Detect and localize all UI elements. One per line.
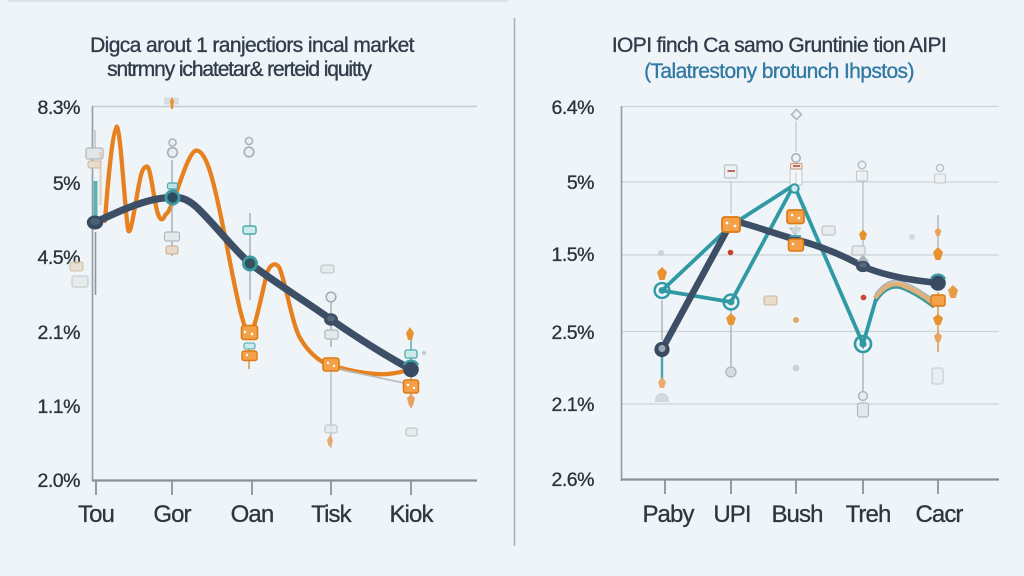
svg-text:1.5%: 1.5%: [552, 244, 595, 266]
svg-text:UPI: UPI: [713, 501, 750, 528]
svg-text:Paby: Paby: [642, 501, 694, 528]
svg-text:(Talatrestony brotunch Ihpstos: (Talatrestony brotunch Ihpstos): [644, 60, 914, 83]
svg-text:Kiok: Kiok: [389, 501, 434, 528]
svg-text:2.6%: 2.6%: [552, 469, 595, 491]
svg-text:2.1%: 2.1%: [552, 394, 595, 416]
svg-text:sntrmny ichatetar& rerteid iqu: sntrmny ichatetar& rerteid iquitty: [107, 58, 372, 81]
svg-text:Gor: Gor: [153, 501, 191, 528]
svg-text:2.0%: 2.0%: [38, 470, 81, 492]
svg-text:5%: 5%: [53, 173, 80, 195]
svg-text:1.1%: 1.1%: [38, 396, 81, 418]
svg-text:8.3%: 8.3%: [38, 97, 81, 119]
svg-text:Digca arout 1 ranjectiors inca: Digca arout 1 ranjectiors incal market: [90, 34, 415, 57]
svg-text:Tou: Tou: [78, 501, 114, 528]
svg-text:Cacr: Cacr: [915, 501, 963, 528]
svg-text:2.5%: 2.5%: [552, 322, 595, 344]
svg-text:Oan: Oan: [231, 501, 274, 528]
svg-text:2.1%: 2.1%: [38, 322, 81, 344]
svg-text:5%: 5%: [567, 172, 594, 194]
svg-text:Tisk: Tisk: [311, 501, 352, 528]
svg-text:Treh: Treh: [846, 501, 891, 528]
svg-text:Bush: Bush: [771, 501, 822, 528]
svg-text:IOPI finch Ca samo Gruntinie t: IOPI finch Ca samo Gruntinie tion AIPI: [612, 34, 946, 57]
svg-text:6.4%: 6.4%: [552, 97, 595, 119]
